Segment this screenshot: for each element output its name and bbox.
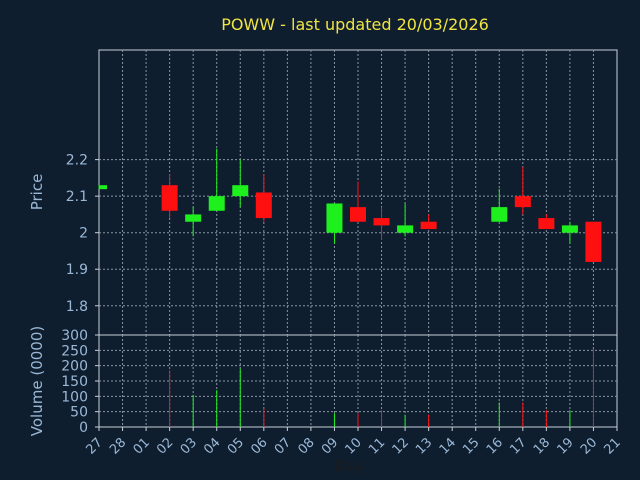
candle-body bbox=[326, 203, 343, 233]
x-tick-label: 11 bbox=[366, 435, 388, 457]
x-tick-label: 17 bbox=[507, 435, 529, 457]
x-tick-label: 03 bbox=[178, 435, 200, 457]
x-tick-label: 08 bbox=[295, 435, 317, 457]
x-tick-label: 15 bbox=[460, 435, 482, 457]
x-axis-label: Day bbox=[334, 459, 362, 475]
candle-body bbox=[491, 207, 508, 222]
candle-body bbox=[185, 214, 202, 222]
candle-body bbox=[514, 196, 531, 208]
price-candles bbox=[98, 148, 602, 262]
candle-body bbox=[561, 225, 578, 233]
candle-body bbox=[99, 185, 107, 190]
x-tick-label: 21 bbox=[602, 435, 624, 457]
x-tick-label: 20 bbox=[578, 435, 600, 457]
x-tick-label: 01 bbox=[131, 435, 153, 457]
candle-body bbox=[232, 185, 249, 197]
price-gridlines bbox=[99, 50, 617, 335]
price-panel: 1.8 1.9 2 2.1 2.2 Price bbox=[28, 49, 618, 336]
candle-body bbox=[538, 218, 555, 230]
price-tick-label: 2.1 bbox=[66, 189, 88, 205]
x-tick-label: 14 bbox=[437, 435, 459, 457]
volume-tick-label: 300 bbox=[61, 328, 88, 344]
volume-tick-label: 50 bbox=[70, 405, 88, 421]
candle-body bbox=[585, 221, 602, 262]
x-tick-label: 05 bbox=[225, 435, 247, 457]
volume-tick-label: 150 bbox=[61, 374, 88, 390]
candle-body bbox=[208, 196, 225, 211]
x-tick-label: 02 bbox=[154, 435, 176, 457]
price-axis-label: Price bbox=[28, 174, 46, 211]
volume-axis-label: Volume (0000) bbox=[28, 326, 46, 436]
volume-tick-label: 100 bbox=[61, 389, 88, 405]
price-tick-labels: 1.8 1.9 2 2.1 2.2 bbox=[66, 153, 99, 315]
x-tick-labels: 27 28 01 02 03 04 05 06 07 08 09 10 11 12 13 14 15 16 17 18… bbox=[84, 427, 624, 458]
x-tick-label: 09 bbox=[319, 435, 341, 457]
candle-body bbox=[397, 225, 414, 233]
price-tick-label: 1.8 bbox=[66, 299, 88, 315]
x-tick-label: 04 bbox=[201, 435, 223, 457]
x-tick-label: 07 bbox=[272, 435, 294, 457]
x-tick-label: 13 bbox=[413, 435, 435, 457]
volume-bars bbox=[169, 348, 594, 427]
x-tick-label: 12 bbox=[390, 435, 412, 457]
candle-body bbox=[350, 207, 366, 222]
volume-tick-label: 200 bbox=[61, 359, 88, 375]
x-tick-label: 28 bbox=[107, 435, 129, 457]
candle-body bbox=[161, 185, 178, 211]
chart-title: POWW - last updated 20/03/2026 bbox=[221, 15, 489, 34]
price-tick-label: 2 bbox=[79, 226, 88, 242]
volume-tick-label: 250 bbox=[61, 343, 88, 359]
x-tick-label: 16 bbox=[484, 435, 506, 457]
volume-tick-label: 0 bbox=[79, 420, 88, 436]
candle-body bbox=[420, 221, 437, 230]
price-tick-label: 2.2 bbox=[66, 153, 88, 169]
x-tick-label: 19 bbox=[554, 435, 576, 457]
candle-body bbox=[255, 192, 272, 219]
x-tick-label: 10 bbox=[343, 435, 365, 457]
candle-body bbox=[373, 218, 390, 226]
x-tick-label: 18 bbox=[531, 435, 553, 457]
x-tick-label: 06 bbox=[248, 435, 270, 457]
x-tick-label: 27 bbox=[84, 435, 106, 457]
price-tick-label: 1.9 bbox=[66, 262, 88, 278]
